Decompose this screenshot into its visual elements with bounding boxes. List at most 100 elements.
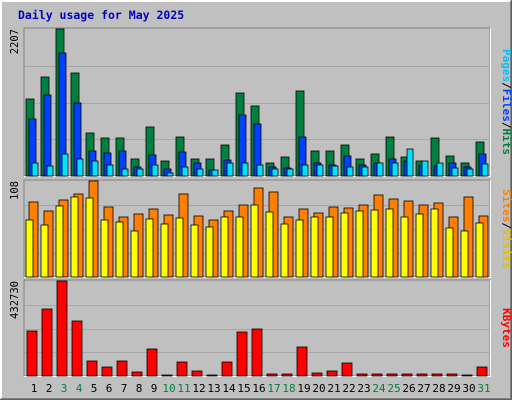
bar-visits-day-30 bbox=[460, 230, 469, 278]
panel-max-label-hits_files_pages: 2207 bbox=[9, 29, 21, 54]
bar-files-day-2 bbox=[43, 94, 52, 177]
bar-visits-day-23 bbox=[355, 210, 364, 278]
x-tick-label-day-14: 14 bbox=[222, 382, 236, 395]
bar-kbytes-day-15 bbox=[236, 331, 248, 377]
x-tick-label-day-21: 21 bbox=[327, 382, 340, 395]
bar-pages-day-6 bbox=[106, 164, 114, 177]
x-tick-label-day-16: 16 bbox=[252, 382, 265, 395]
bar-visits-day-3 bbox=[55, 205, 64, 278]
legend-top-part-3: / bbox=[500, 122, 512, 129]
bar-visits-day-10 bbox=[160, 223, 169, 278]
x-tick-label-day-20: 20 bbox=[312, 382, 325, 395]
bar-kbytes-day-27 bbox=[416, 373, 428, 377]
x-tick-label-day-25: 25 bbox=[387, 382, 400, 395]
bar-kbytes-day-2 bbox=[41, 308, 53, 377]
bar-visits-day-7 bbox=[115, 221, 124, 278]
bar-pages-day-30 bbox=[466, 168, 474, 177]
x-tick-label-day-17: 17 bbox=[267, 382, 280, 395]
legend-middle: Sites/Visits bbox=[500, 189, 512, 269]
panel-max-label-kbytes: 432730 bbox=[9, 281, 21, 319]
bar-pages-day-11 bbox=[181, 166, 189, 177]
bar-kbytes-day-18 bbox=[281, 373, 293, 377]
bar-visits-day-20 bbox=[310, 216, 319, 278]
bar-pages-day-28 bbox=[436, 162, 444, 177]
bar-kbytes-day-25 bbox=[386, 373, 398, 377]
panel-max-label-sites_visits: 108 bbox=[9, 181, 21, 200]
bar-pages-day-12 bbox=[196, 168, 204, 177]
bar-pages-day-14 bbox=[226, 162, 234, 177]
bar-pages-day-18 bbox=[286, 168, 294, 177]
bar-pages-day-8 bbox=[136, 168, 144, 177]
bar-visits-day-18 bbox=[280, 223, 289, 278]
x-tick-label-day-24: 24 bbox=[372, 382, 386, 395]
bar-kbytes-day-8 bbox=[131, 371, 143, 377]
bar-pages-day-13 bbox=[211, 169, 219, 177]
legend-bottom: KBytes bbox=[500, 308, 512, 348]
bar-kbytes-day-11 bbox=[176, 361, 188, 377]
x-tick-label-day-30: 30 bbox=[462, 382, 475, 395]
legend-middle-part-2: Visits bbox=[500, 229, 512, 269]
x-tick-label-day-31: 31 bbox=[477, 382, 490, 395]
bar-kbytes-day-31 bbox=[476, 366, 488, 377]
bar-kbytes-day-6 bbox=[101, 366, 113, 377]
bar-visits-day-13 bbox=[205, 226, 214, 278]
legend-middle-part-1: / bbox=[500, 222, 512, 229]
bar-kbytes-day-9 bbox=[146, 348, 158, 377]
bar-kbytes-day-12 bbox=[191, 370, 203, 377]
bar-kbytes-day-5 bbox=[86, 360, 98, 377]
x-tick-label-day-28: 28 bbox=[432, 382, 445, 395]
bar-pages-day-4 bbox=[76, 158, 84, 177]
bar-kbytes-day-24 bbox=[371, 373, 383, 377]
x-tick-label-day-1: 1 bbox=[31, 382, 38, 395]
bar-visits-day-25 bbox=[385, 208, 394, 278]
legend-bottom-part-0: KBytes bbox=[500, 308, 512, 348]
bar-pages-day-27 bbox=[421, 160, 429, 177]
bar-visits-day-9 bbox=[145, 218, 154, 278]
panel-max-labels: 2207 108 432730 bbox=[9, 29, 21, 319]
legend-top-part-2: Files bbox=[500, 89, 512, 122]
legend-top-part-4: Hits bbox=[500, 129, 512, 156]
bar-visits-day-8 bbox=[130, 230, 139, 278]
bar-visits-day-31 bbox=[475, 222, 484, 278]
bar-pages-day-10 bbox=[166, 172, 174, 177]
bar-pages-day-31 bbox=[481, 163, 489, 177]
bar-visits-day-17 bbox=[265, 211, 274, 278]
bar-pages-day-3 bbox=[61, 153, 69, 177]
bar-visits-day-16 bbox=[250, 204, 259, 278]
x-tick-label-day-26: 26 bbox=[402, 382, 415, 395]
x-tick-label-day-29: 29 bbox=[447, 382, 460, 395]
bar-kbytes-day-29 bbox=[446, 373, 458, 377]
bar-visits-day-19 bbox=[295, 219, 304, 278]
bar-visits-day-24 bbox=[370, 209, 379, 278]
x-tick-label-day-7: 7 bbox=[121, 382, 128, 395]
bar-visits-day-2 bbox=[40, 224, 49, 278]
bar-visits-day-12 bbox=[190, 224, 199, 278]
bar-pages-day-9 bbox=[151, 164, 159, 177]
bar-pages-day-25 bbox=[391, 162, 399, 177]
bar-pages-day-26 bbox=[406, 148, 414, 177]
bar-kbytes-day-13 bbox=[206, 374, 218, 377]
x-tick-label-day-13: 13 bbox=[207, 382, 220, 395]
bar-visits-day-11 bbox=[175, 217, 184, 278]
bar-visits-day-22 bbox=[340, 212, 349, 278]
bar-pages-day-21 bbox=[331, 165, 339, 177]
bar-kbytes-day-19 bbox=[296, 346, 308, 377]
bar-visits-day-14 bbox=[220, 216, 229, 278]
bar-pages-day-29 bbox=[451, 167, 459, 177]
bar-kbytes-day-4 bbox=[71, 320, 83, 377]
legend-top-part-0: Pages bbox=[500, 49, 512, 82]
bar-kbytes-day-22 bbox=[341, 362, 353, 377]
x-tick-label-day-11: 11 bbox=[177, 382, 190, 395]
bar-kbytes-day-16 bbox=[251, 328, 263, 377]
x-tick-label-day-8: 8 bbox=[136, 382, 143, 395]
legend-top-part-1: / bbox=[500, 82, 512, 89]
bar-visits-day-28 bbox=[430, 208, 439, 278]
x-tick-label-day-18: 18 bbox=[282, 382, 295, 395]
x-tick-label-day-2: 2 bbox=[46, 382, 53, 395]
bar-kbytes-day-30 bbox=[461, 374, 473, 377]
bar-pages-day-20 bbox=[316, 164, 324, 177]
x-tick-label-day-15: 15 bbox=[237, 382, 250, 395]
x-tick-label-day-10: 10 bbox=[162, 382, 175, 395]
bar-pages-day-5 bbox=[91, 160, 99, 177]
